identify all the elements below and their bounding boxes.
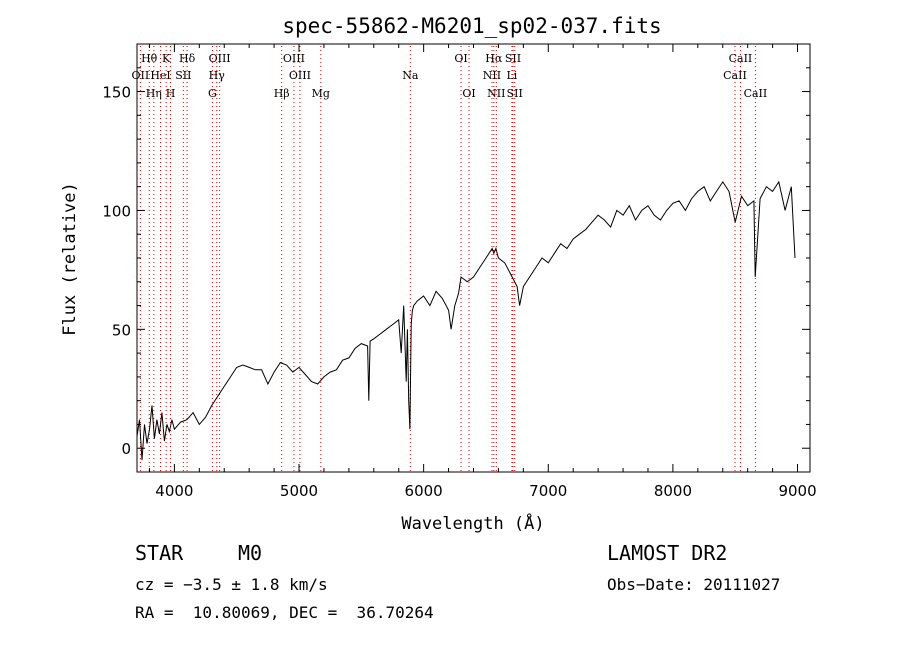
x-axis-label: Wavelength (Å) bbox=[401, 512, 544, 534]
spectral-line-label: OI bbox=[454, 52, 467, 65]
spectral-line-label: Hα bbox=[485, 52, 503, 65]
spectral-line-label: OIII bbox=[289, 69, 311, 82]
object-subclass: M0 bbox=[238, 541, 263, 565]
x-tick-label: 6000 bbox=[405, 482, 443, 500]
spectrum-line bbox=[136, 180, 796, 461]
spectral-line-label: Li bbox=[506, 69, 517, 82]
y-axis-ticks: 0 50 100 150 bbox=[102, 43, 810, 473]
chart-title: spec-55862-M6201_sp02-037.fits bbox=[282, 14, 661, 38]
spectral-line-label: OIII bbox=[209, 52, 231, 65]
spectral-line-label: HeI bbox=[150, 69, 170, 82]
spectral-line-label: OII bbox=[132, 69, 150, 82]
object-class: STAR bbox=[135, 541, 184, 565]
y-tick-label: 100 bbox=[102, 202, 131, 220]
survey-name: LAMOST DR2 bbox=[607, 541, 728, 565]
y-tick-label: 150 bbox=[102, 84, 131, 102]
spectral-line-label: Hβ bbox=[274, 87, 290, 100]
spectral-line-markers bbox=[139, 46, 756, 472]
spectral-line-label: SII bbox=[505, 52, 521, 65]
y-axis-label: Flux (relative) bbox=[60, 182, 80, 336]
spectral-line-label: NII bbox=[483, 69, 501, 82]
x-tick-label: 9000 bbox=[778, 482, 816, 500]
observation-date: Obs−Date: 20111027 bbox=[607, 575, 781, 594]
spectral-line-label: CaII bbox=[729, 52, 753, 65]
spectral-line-label: Hγ bbox=[209, 69, 226, 82]
x-axis-ticks: 4000 5000 6000 7000 8000 9000 bbox=[148, 44, 817, 500]
spectral-line-label: OI bbox=[462, 87, 475, 100]
spectral-line-label: NII bbox=[487, 87, 505, 100]
spectral-line-label: SII bbox=[175, 69, 191, 82]
coordinates: RA = 10.80069, DEC = 36.70264 bbox=[135, 603, 434, 622]
plot-frame bbox=[136, 43, 811, 473]
x-tick-label: 5000 bbox=[280, 482, 318, 500]
spectral-line-label: H bbox=[166, 87, 176, 100]
y-tick-label: 0 bbox=[121, 440, 131, 458]
y-tick-label: 50 bbox=[112, 321, 131, 339]
redshift-cz: cz = −3.5 ± 1.8 km/s bbox=[135, 575, 328, 594]
spectral-line-label: K bbox=[162, 52, 171, 65]
spectral-line-label: CaII bbox=[723, 69, 747, 82]
spectrum-series bbox=[136, 180, 796, 461]
spectral-line-label: Hθ bbox=[141, 52, 158, 65]
spectral-line-label: OIII bbox=[283, 52, 305, 65]
spectral-line-label: Hδ bbox=[179, 52, 196, 65]
spectral-line-label: Mg bbox=[312, 87, 330, 100]
spectral-line-label: G bbox=[208, 87, 217, 100]
x-tick-label: 7000 bbox=[529, 482, 567, 500]
x-tick-label: 4000 bbox=[155, 482, 193, 500]
spectral-line-label: Na bbox=[402, 69, 419, 82]
spectral-line-label: CaII bbox=[744, 87, 768, 100]
x-tick-label: 8000 bbox=[654, 482, 692, 500]
spectral-line-label: Hη bbox=[146, 87, 162, 100]
spectral-line-label: SII bbox=[507, 87, 523, 100]
